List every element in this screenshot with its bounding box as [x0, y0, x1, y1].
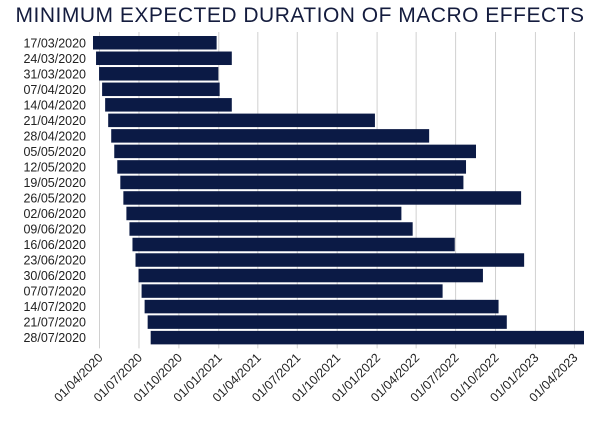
bar [102, 82, 220, 97]
y-tick-label: 23/06/2020 [23, 254, 86, 268]
y-tick-label: 28/07/2020 [23, 331, 86, 345]
bar [132, 237, 455, 252]
bars [93, 36, 584, 345]
bar [150, 330, 584, 345]
y-tick-label: 12/05/2020 [23, 160, 86, 174]
y-tick-label: 31/03/2020 [23, 67, 86, 81]
x-axis-labels: 01/04/202001/07/202001/10/202001/01/2021… [51, 351, 580, 405]
bar [123, 191, 522, 205]
bar [129, 222, 413, 236]
bar [144, 299, 499, 314]
bar [120, 175, 464, 190]
bar [138, 268, 483, 283]
y-tick-label: 26/05/2020 [23, 191, 86, 205]
bar [111, 129, 430, 143]
bar [105, 98, 232, 112]
y-tick-label: 02/06/2020 [23, 207, 86, 221]
bar [141, 284, 443, 298]
y-tick-label: 07/04/2020 [23, 83, 86, 97]
y-tick-label: 21/04/2020 [23, 114, 86, 128]
y-tick-label: 09/06/2020 [23, 222, 86, 236]
y-tick-label: 30/06/2020 [23, 269, 86, 283]
y-tick-label: 24/03/2020 [23, 52, 86, 66]
y-tick-label: 21/07/2020 [23, 316, 86, 330]
chart-title: MINIMUM EXPECTED DURATION OF MACRO EFFEC… [15, 4, 585, 27]
y-tick-label: 14/04/2020 [23, 98, 86, 112]
y-tick-label: 14/07/2020 [23, 300, 86, 314]
bar [114, 144, 476, 159]
bar [117, 160, 467, 174]
bar [96, 51, 232, 66]
y-tick-label: 17/03/2020 [23, 36, 86, 50]
bar [126, 206, 402, 221]
bar [108, 113, 375, 128]
y-tick-label: 16/06/2020 [23, 238, 86, 252]
y-tick-label: 05/05/2020 [23, 145, 86, 159]
y-tick-label: 07/07/2020 [23, 285, 86, 299]
bar [135, 253, 525, 267]
bar [99, 67, 219, 81]
bar [93, 36, 217, 50]
y-tick-label: 19/05/2020 [23, 176, 86, 190]
y-tick-label: 28/04/2020 [23, 129, 86, 143]
bar [147, 315, 507, 329]
